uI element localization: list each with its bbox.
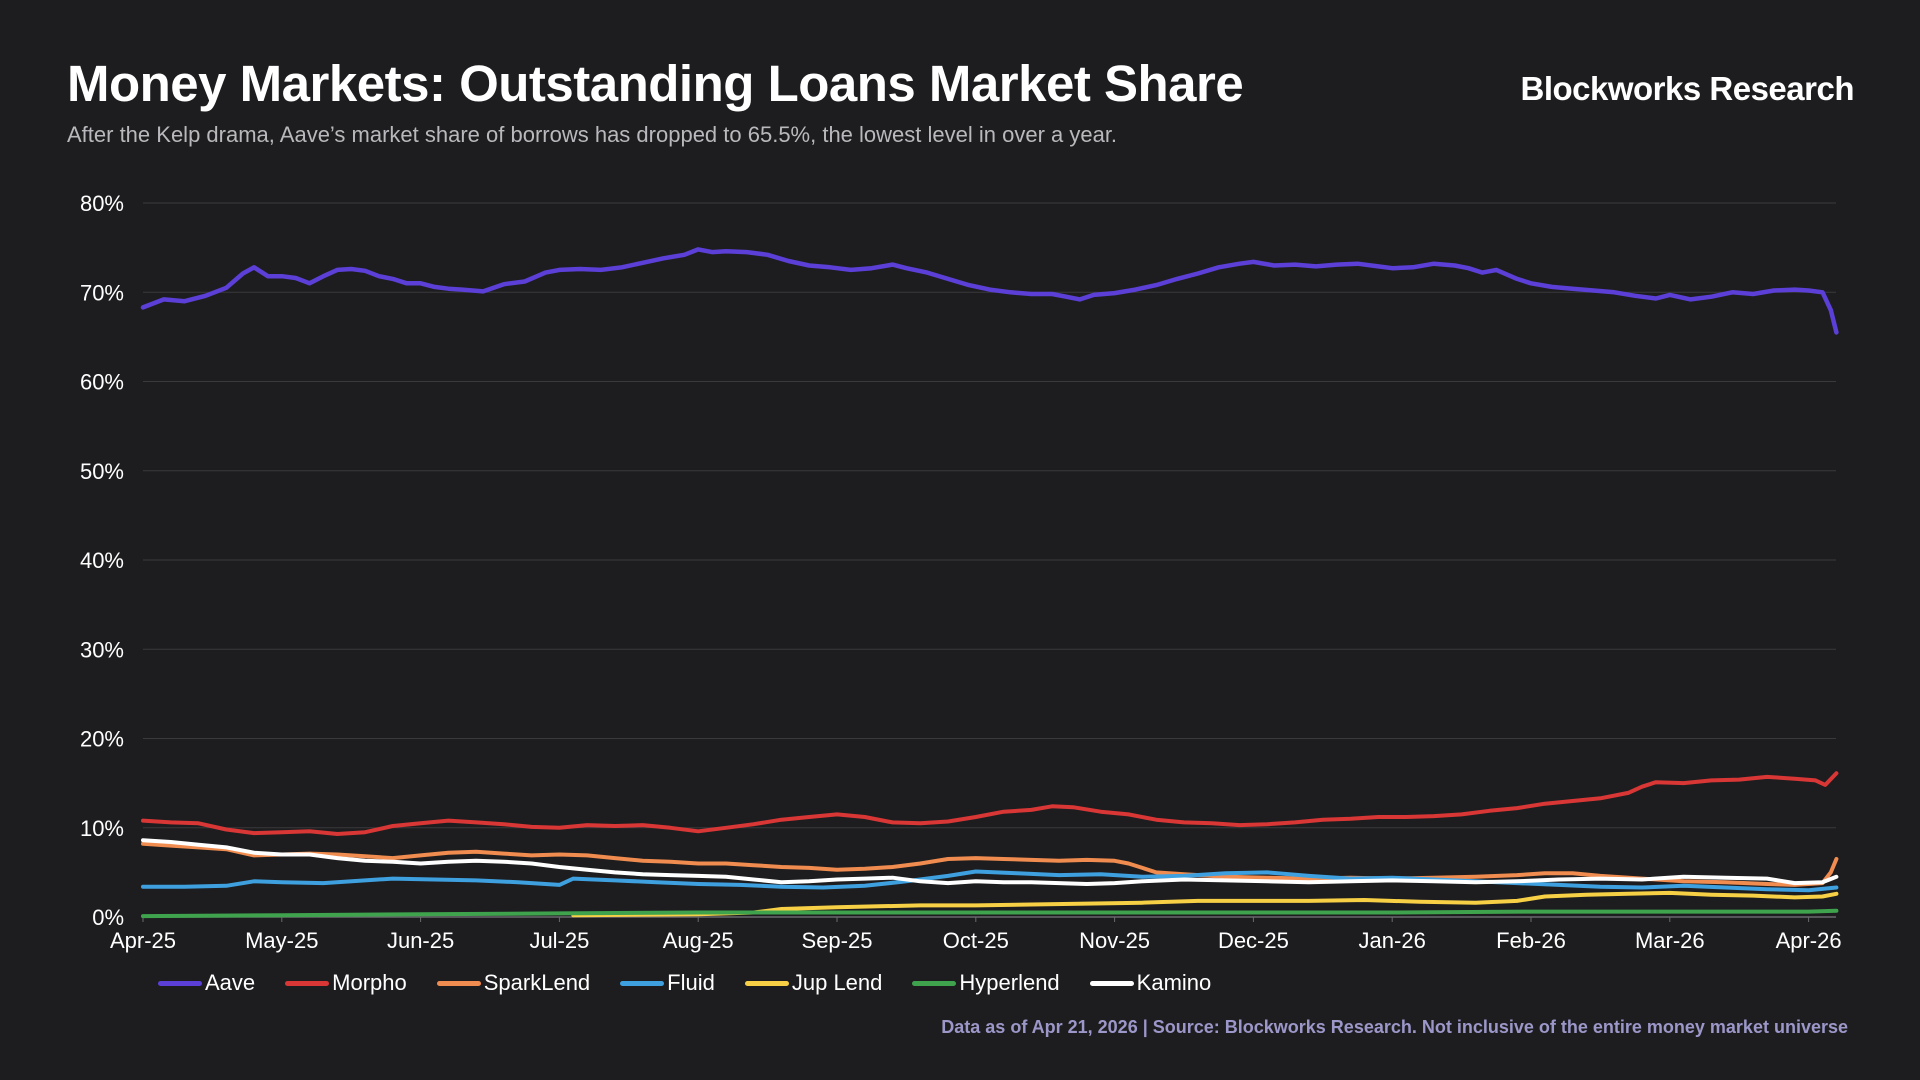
x-axis-ticks: Apr-25 May-25 Jun-25 Jul-25 Aug-25 Sep-25 Oct-… bbox=[110, 917, 1842, 953]
series-line-morpho bbox=[141, 771, 1839, 836]
legend-label: Kamino bbox=[1136, 970, 1212, 995]
source-note: Data as of Apr 21, 2026 | Source: Blockw… bbox=[941, 1017, 1848, 1037]
series-line-fluid bbox=[141, 869, 1839, 893]
legend: Aave Morpho SparkLend Fluid Jup Lend Hyperlen… bbox=[158, 970, 1241, 996]
y-axis-ticks: 0% 10% 20% 30% 40% 50% 60% 70% 80% bbox=[80, 191, 124, 930]
legend-item-fluid: Fluid bbox=[620, 970, 715, 996]
legend-swatch bbox=[285, 980, 330, 986]
x-tick-label: Jul-25 bbox=[529, 928, 589, 953]
series-line-sparklend bbox=[141, 841, 1839, 887]
legend-label: Fluid bbox=[667, 970, 715, 995]
y-tick-label: 80% bbox=[80, 191, 124, 216]
x-tick-label: Aug-25 bbox=[663, 928, 734, 953]
x-tick-label: Mar-26 bbox=[1635, 928, 1705, 953]
legend-item-morpho: Morpho bbox=[285, 970, 407, 996]
legend-item-hyperlend: Hyperlend bbox=[912, 970, 1060, 996]
series-line-jup-lend bbox=[571, 890, 1839, 918]
legend-label: Aave bbox=[205, 970, 256, 995]
grid-lines bbox=[143, 202, 1836, 918]
x-tick-label: Jan-26 bbox=[1359, 928, 1426, 953]
legend-item-sparklend: SparkLend bbox=[436, 970, 591, 996]
x-tick-label: Feb-26 bbox=[1496, 928, 1566, 953]
brand-logo-text: Blockworks Research bbox=[1520, 70, 1854, 107]
legend-swatch bbox=[1089, 980, 1134, 986]
x-tick-label: Apr-25 bbox=[110, 928, 176, 953]
legend-item-jup-lend: Jup Lend bbox=[744, 970, 883, 996]
legend-item-kamino: Kamino bbox=[1089, 970, 1212, 996]
legend-swatch bbox=[744, 980, 789, 986]
legend-swatch bbox=[158, 980, 202, 986]
chart-subtitle: After the Kelp drama, Aave’s market shar… bbox=[67, 122, 1118, 147]
y-tick-label: 60% bbox=[80, 370, 124, 395]
legend-swatch bbox=[912, 980, 957, 986]
y-tick-label: 0% bbox=[92, 905, 124, 930]
y-tick-label: 10% bbox=[80, 816, 124, 841]
series-line-kamino bbox=[141, 838, 1839, 886]
legend-label: Jup Lend bbox=[791, 970, 883, 995]
legend-item-aave: Aave bbox=[158, 970, 255, 996]
series-line-hyperlend bbox=[141, 908, 1839, 919]
x-tick-label: May-25 bbox=[245, 928, 318, 953]
y-tick-label: 30% bbox=[80, 637, 124, 662]
series-lines bbox=[140, 247, 1839, 919]
x-tick-label: Jun-25 bbox=[387, 928, 454, 953]
x-tick-label: Sep-25 bbox=[802, 928, 873, 953]
chart-title: Money Markets: Outstanding Loans Market … bbox=[67, 55, 1244, 112]
y-tick-label: 20% bbox=[80, 727, 124, 752]
x-tick-label: Nov-25 bbox=[1079, 928, 1150, 953]
x-tick-label: Apr-26 bbox=[1776, 928, 1842, 953]
y-tick-label: 70% bbox=[80, 280, 124, 305]
legend-label: Hyperlend bbox=[959, 970, 1060, 995]
legend-swatch bbox=[436, 980, 481, 986]
legend-label: Morpho bbox=[332, 970, 407, 995]
y-tick-label: 50% bbox=[80, 459, 124, 484]
x-tick-label: Oct-25 bbox=[943, 928, 1009, 953]
legend-label: SparkLend bbox=[483, 970, 591, 995]
legend-swatch bbox=[620, 980, 665, 986]
x-tick-label: Dec-25 bbox=[1218, 928, 1289, 953]
y-tick-label: 40% bbox=[80, 548, 124, 573]
series-line-aave bbox=[140, 247, 1839, 335]
